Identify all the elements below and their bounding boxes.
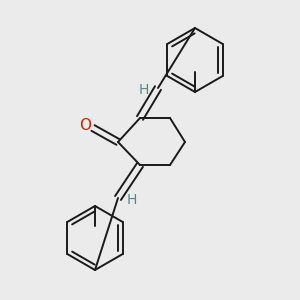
Text: H: H bbox=[127, 193, 137, 207]
Text: O: O bbox=[79, 118, 91, 134]
Text: H: H bbox=[139, 83, 149, 97]
